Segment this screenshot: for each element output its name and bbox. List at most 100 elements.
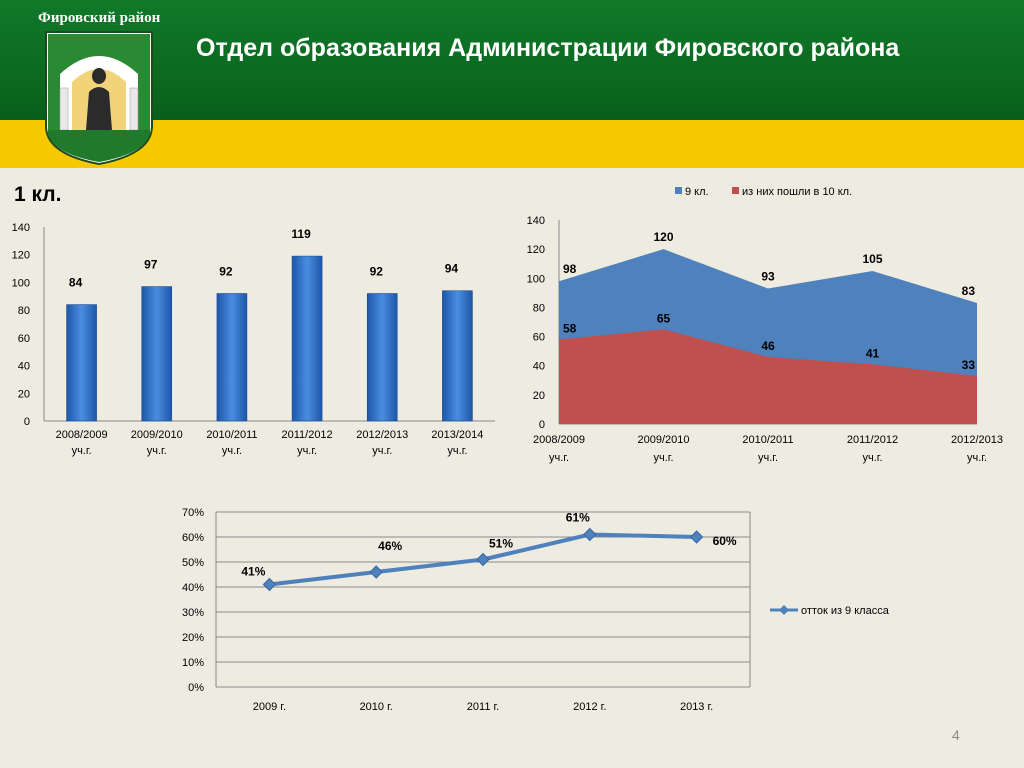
category-label: уч.г. [72,445,92,457]
line-value-label: 60% [713,534,737,548]
area-value-label: 65 [657,311,671,325]
y-tick-label: 0 [24,416,30,428]
category-label: 2009/2010 [131,429,183,441]
section-title: 1 кл. [14,183,62,206]
y-tick-label: 120 [527,244,545,256]
line-marker [369,565,383,579]
line-chart: 0%10%20%30%40%50%60%70% 41%46% 51%61%60% … [182,507,890,713]
area-value-label: 93 [761,269,775,283]
bar-value-label: 84 [69,276,83,290]
line-value-label: 51% [489,537,513,551]
bar [216,293,248,422]
header-banner [0,0,1024,120]
y-tick-label: 0% [188,682,204,694]
bar-value-label: 92 [370,265,384,279]
y-tick-label: 60% [182,532,204,544]
category-label: 2011/2012 [847,434,898,446]
legend-label: отток из 9 класса [801,605,890,617]
area-value-label: 105 [862,252,882,266]
slide-number: 4 [952,727,960,743]
bar-value-label: 119 [291,227,311,241]
y-tick-label: 140 [12,222,30,234]
area-value-label: 83 [962,284,976,298]
y-tick-label: 30% [182,607,204,619]
legend-label: из них пошли в 10 кл. [742,186,852,198]
bar [66,304,97,422]
category-label: 2010/2011 [206,429,257,441]
category-label: 2009 г. [253,701,286,713]
line-marker [262,577,277,592]
category-label: уч.г. [653,452,673,464]
area-value-label: 41 [866,346,880,360]
legend-swatch [675,187,682,194]
category-label: 2012/2013 [951,434,1003,446]
area-value-label: 33 [962,358,976,372]
line-value-label: 41% [241,565,265,579]
category-label: 2011/2012 [281,429,332,441]
category-label: 2013 г. [680,701,713,713]
category-label: 2008/2009 [533,434,585,446]
category-label: 2012 г. [573,701,606,713]
category-label: 2008/2009 [56,429,108,441]
coat-of-arms-icon [45,31,153,166]
category-label: 2012/2013 [356,429,408,441]
y-tick-label: 40% [182,582,204,594]
category-label: уч.г. [549,452,569,464]
y-tick-label: 100 [12,277,30,289]
line-value-label: 61% [566,511,590,525]
legend-swatch [732,187,739,194]
y-tick-label: 60 [533,332,545,344]
y-tick-label: 40 [18,361,30,373]
line-value-label: 46% [378,539,402,553]
y-tick-label: 140 [527,215,545,227]
category-label: уч.г. [967,452,987,464]
y-tick-label: 80 [18,305,30,317]
bar [442,290,473,422]
bar [291,255,323,422]
y-tick-label: 50% [182,557,204,569]
bar-value-label: 94 [445,262,459,276]
y-tick-label: 120 [12,250,30,262]
area-value-label: 98 [563,262,577,276]
page-title: Отдел образования Администрации Фировско… [196,34,900,62]
y-tick-label: 100 [527,273,545,285]
category-label: 2009/2010 [638,434,690,446]
line-marker [689,530,704,544]
y-tick-label: 60 [18,333,30,345]
y-tick-label: 10% [182,657,204,669]
area-series-2 [559,329,977,424]
y-tick-label: 80 [533,302,545,314]
category-label: 2011 г. [467,701,499,713]
area-value-label: 46 [761,339,775,353]
y-tick-label: 20% [182,632,204,644]
y-tick-label: 20 [533,390,545,402]
category-label: уч.г. [372,445,392,457]
category-label: 2010/2011 [742,434,793,446]
category-label: уч.г. [297,445,317,457]
category-label: уч.г. [758,452,778,464]
category-label: 2013/2014 [431,429,483,441]
area-value-label: 58 [563,321,577,335]
y-tick-label: 20 [18,388,30,400]
bar-chart: 0 20 40 60 80 100 120 140 84 97 92 119 92 94 2008/20… [12,222,495,457]
category-label: уч.г. [222,445,242,457]
line-marker [583,527,597,542]
y-tick-label: 40 [533,361,545,373]
y-tick-label: 70% [182,507,204,519]
legend-marker [779,605,789,615]
bar-value-label: 92 [219,265,233,279]
header-stripe [0,120,1024,168]
category-label: уч.г. [147,445,167,457]
category-label: уч.г. [447,445,467,457]
area-value-label: 120 [653,230,673,244]
bar [366,293,398,422]
area-chart: 9 кл. из них пошли в 10 кл. 0 20 40 60 80 100 1… [527,186,1003,464]
district-name: Фировский район [38,10,161,26]
category-label: уч.г. [862,452,882,464]
bar-value-label: 97 [144,258,158,272]
category-label: 2010 г. [360,701,393,713]
y-tick-label: 0 [539,419,545,431]
legend-label: 9 кл. [685,186,709,198]
bar [141,286,173,422]
line-marker [476,552,490,567]
